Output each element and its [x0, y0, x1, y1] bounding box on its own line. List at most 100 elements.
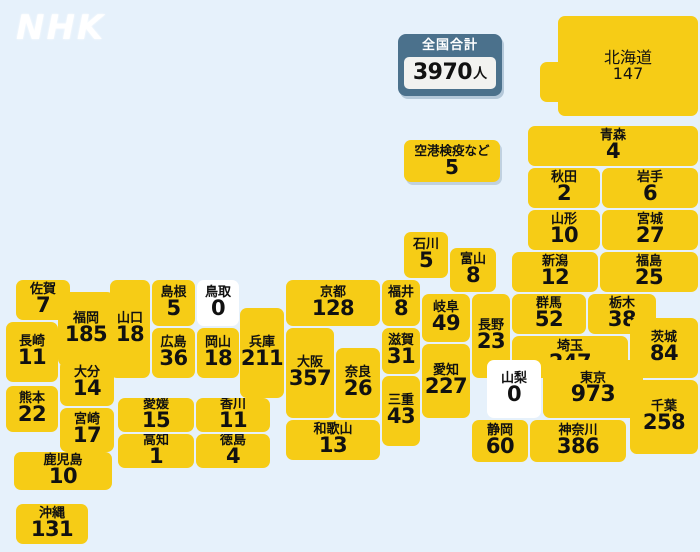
pref-name-nagasaki: 長崎: [18, 334, 45, 350]
pref-value-hyogo: 211: [240, 346, 284, 371]
pref-name-nara: 奈良: [344, 365, 371, 381]
pref-tile-gunma[interactable]: 群馬 52: [512, 294, 586, 334]
pref-tile-akita[interactable]: 秋田 2: [528, 168, 600, 208]
pref-value-hiroshima: 36: [159, 346, 188, 371]
pref-tile-wakayama[interactable]: 和歌山 13: [286, 420, 380, 460]
pref-tile-toyama[interactable]: 富山 8: [450, 248, 496, 292]
pref-tile-kumamoto[interactable]: 熊本 22: [6, 386, 58, 432]
pref-tile-shimane[interactable]: 島根 5: [152, 280, 195, 326]
pref-value-hokkaido: 147: [612, 64, 644, 83]
pref-value-wakayama: 13: [318, 433, 348, 458]
pref-tile-nara[interactable]: 奈良 26: [336, 348, 380, 418]
pref-name-fukui: 福井: [387, 285, 414, 301]
pref-name-tokyo: 東京: [579, 370, 606, 386]
pref-value-ibaraki: 84: [649, 341, 679, 366]
pref-name-kagawa: 香川: [219, 398, 246, 413]
pref-value-miyagi: 27: [635, 223, 665, 248]
pref-name-tochigi: 栃木: [608, 296, 635, 312]
pref-value-shizuoka: 60: [485, 434, 515, 459]
pref-name-gunma: 群馬: [535, 296, 562, 312]
pref-tile-niigata[interactable]: 新潟 12: [512, 252, 598, 292]
pref-value-tochigi: 38: [607, 307, 637, 332]
pref-tile-ibaraki[interactable]: 茨城 84: [630, 318, 698, 378]
pref-name-okayama: 岡山: [204, 335, 231, 351]
pref-tile-iwate[interactable]: 岩手 6: [602, 168, 698, 208]
pref-value-osaka: 357: [288, 366, 332, 391]
pref-value-akita: 2: [556, 181, 572, 206]
pref-value-okinawa: 131: [30, 517, 74, 542]
pref-tile-hyogo[interactable]: 兵庫 211: [240, 308, 284, 398]
pref-name-chiba: 千葉: [650, 399, 677, 415]
hokkaido-tail-shape: [540, 62, 580, 102]
pref-tile-kagoshima[interactable]: 鹿児島 10: [14, 452, 112, 490]
pref-tile-hokkaido[interactable]: 北海道 147: [540, 16, 698, 116]
pref-tile-ehime[interactable]: 愛媛 15: [118, 398, 194, 432]
pref-tile-chiba[interactable]: 千葉 258: [630, 380, 698, 454]
pref-tile-kagawa[interactable]: 香川 11: [196, 398, 270, 432]
pref-tile-oita[interactable]: 大分 14: [60, 360, 114, 406]
pref-value-fukuoka: 185: [64, 322, 108, 347]
pref-tile-ishikawa[interactable]: 石川 5: [404, 232, 448, 278]
pref-tile-mie[interactable]: 三重 43: [382, 376, 420, 446]
pref-tile-kyoto[interactable]: 京都 128: [286, 280, 380, 326]
pref-tile-hiroshima[interactable]: 広島 36: [152, 328, 195, 378]
pref-tile-saga[interactable]: 佐賀 7: [16, 280, 70, 320]
pref-tile-fukushima[interactable]: 福島 25: [600, 252, 698, 292]
pref-value-toyama: 8: [465, 263, 481, 288]
pref-tile-gifu[interactable]: 岐阜 49: [422, 294, 470, 342]
pref-tile-tokyo[interactable]: 東京 973: [543, 360, 643, 418]
pref-tile-nagasaki[interactable]: 長崎 11: [6, 322, 58, 382]
pref-name-nagano: 長野: [477, 318, 504, 334]
national-total-value-box: 3970 人: [404, 56, 496, 89]
national-total-panel: 全国合計 3970 人: [398, 34, 502, 96]
pref-value-yamaguchi: 18: [115, 322, 145, 347]
pref-tile-tottori[interactable]: 鳥取 0: [197, 280, 239, 326]
pref-value-shimane: 5: [166, 296, 181, 321]
pref-tile-osaka[interactable]: 大阪 357: [286, 328, 334, 418]
pref-value-okayama: 18: [203, 346, 233, 371]
pref-name-kagoshima: 鹿児島: [43, 453, 83, 469]
pref-name-shimane: 島根: [160, 285, 187, 301]
pref-value-tokushima: 4: [225, 444, 241, 468]
national-total-unit: 人: [473, 65, 488, 82]
airport-quarantine-label: 空港検疫など: [414, 142, 490, 158]
pref-name-kochi: 高知: [142, 434, 169, 449]
pref-tile-aomori[interactable]: 青森 4: [528, 126, 698, 166]
pref-tile-yamaguchi[interactable]: 山口 18: [110, 280, 150, 378]
pref-value-oita: 14: [72, 376, 102, 401]
pref-tile-shiga[interactable]: 滋賀 31: [382, 328, 420, 374]
pref-name-ehime: 愛媛: [142, 398, 169, 413]
pref-tile-aichi[interactable]: 愛知 227: [422, 344, 470, 418]
airport-quarantine-tile[interactable]: 空港検疫など 5: [404, 140, 500, 182]
pref-name-shizuoka: 静岡: [486, 423, 513, 439]
pref-tile-okayama[interactable]: 岡山 18: [197, 328, 239, 378]
pref-value-kanagawa: 386: [556, 434, 600, 459]
national-total-value: 3970: [412, 60, 473, 86]
pref-tile-shizuoka[interactable]: 静岡 60: [472, 420, 528, 462]
pref-name-wakayama: 和歌山: [313, 422, 353, 438]
pref-name-akita: 秋田: [550, 170, 577, 186]
pref-tile-okinawa[interactable]: 沖縄 131: [16, 504, 88, 544]
pref-tile-kochi[interactable]: 高知 1: [118, 434, 194, 468]
pref-tile-tochigi[interactable]: 栃木 38: [588, 294, 656, 334]
pref-tile-fukui[interactable]: 福井 8: [382, 280, 420, 326]
pref-name-osaka: 大阪: [296, 355, 323, 371]
pref-value-saga: 7: [35, 293, 51, 318]
pref-name-tottori: 鳥取: [204, 285, 231, 301]
pref-value-iwate: 6: [642, 181, 658, 206]
pref-name-kanagawa: 神奈川: [558, 423, 598, 439]
pref-name-saga: 佐賀: [29, 282, 56, 298]
pref-value-nagasaki: 11: [17, 345, 47, 370]
pref-tile-miyazaki[interactable]: 宮崎 17: [60, 408, 114, 452]
pref-tile-yamagata[interactable]: 山形 10: [528, 210, 600, 250]
pref-value-nagano: 23: [476, 329, 506, 354]
pref-tile-tokushima[interactable]: 徳島 4: [196, 434, 270, 468]
pref-name-ibaraki: 茨城: [650, 330, 677, 346]
airport-quarantine-value: 5: [445, 155, 459, 180]
pref-tile-yamanashi[interactable]: 山梨 0: [487, 360, 541, 418]
pref-tile-kanagawa[interactable]: 神奈川 386: [530, 420, 626, 462]
pref-name-niigata: 新潟: [541, 254, 568, 270]
pref-tile-miyagi[interactable]: 宮城 27: [602, 210, 698, 250]
pref-value-miyazaki: 17: [72, 423, 102, 448]
nhk-logo: NHK: [16, 8, 106, 48]
